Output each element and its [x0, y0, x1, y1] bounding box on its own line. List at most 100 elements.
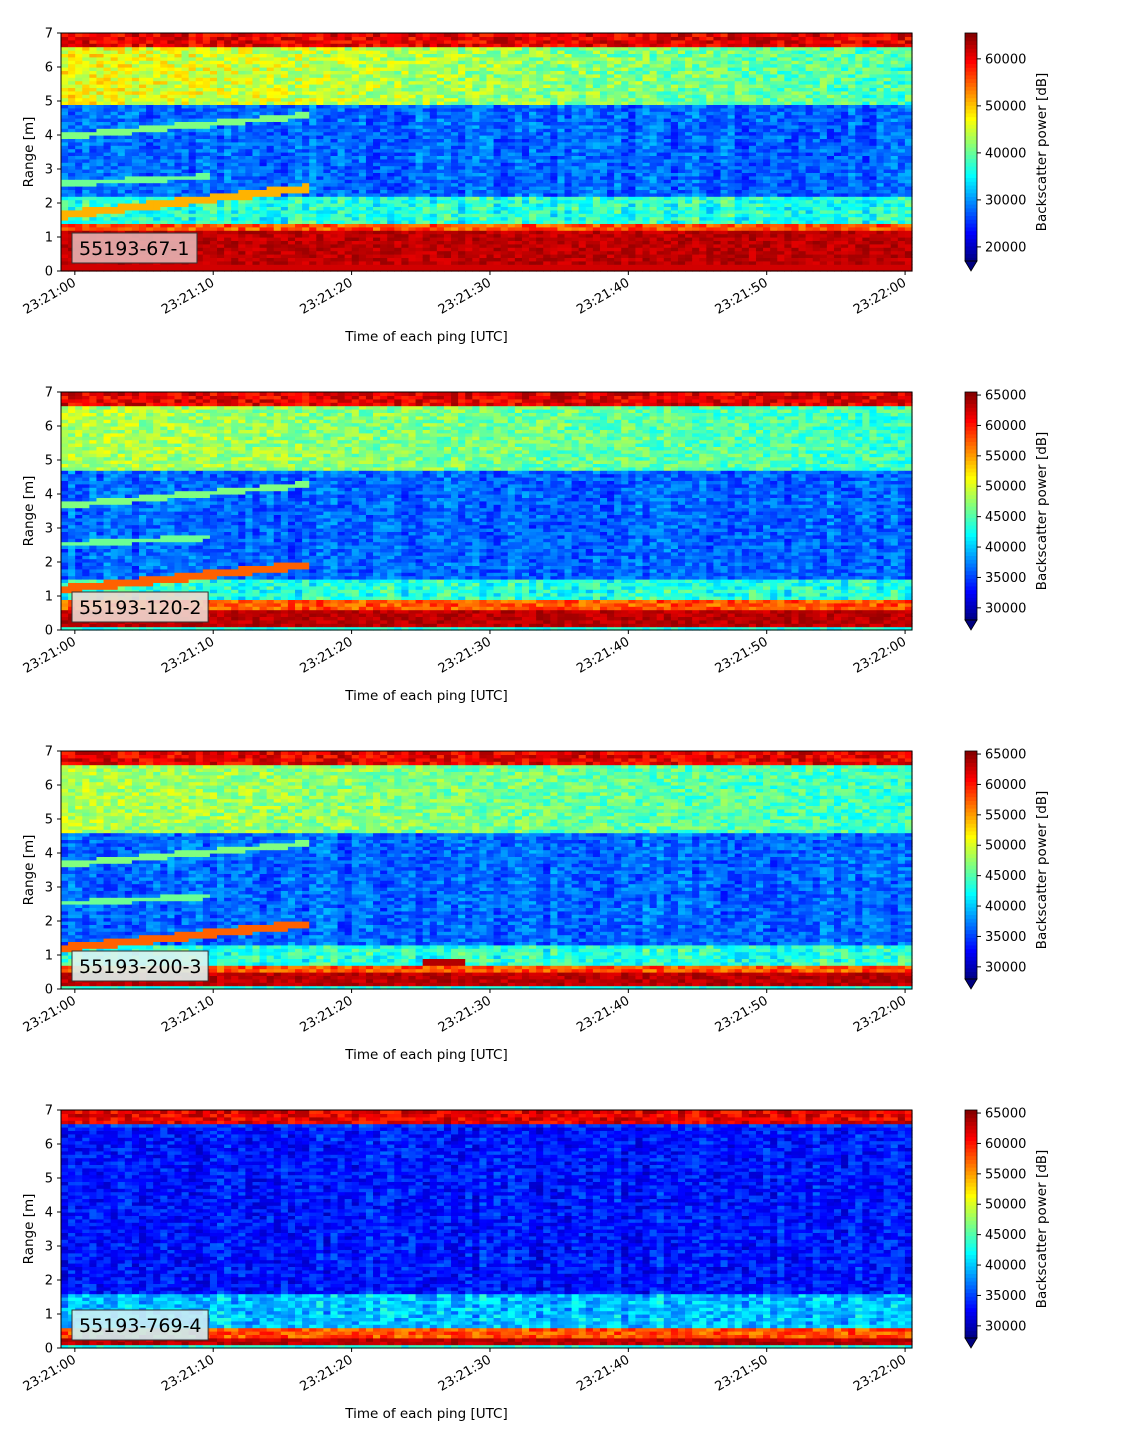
heatmap-cell	[260, 33, 268, 37]
heatmap-cell	[174, 176, 182, 180]
heatmap-cell	[437, 234, 445, 238]
heatmap-cell	[231, 193, 239, 197]
heatmap-cell	[96, 176, 104, 180]
heatmap-cell	[274, 176, 282, 180]
heatmap-cell	[252, 264, 260, 268]
heatmap-cell	[472, 244, 480, 248]
heatmap-cell	[203, 142, 211, 146]
heatmap-cell	[68, 33, 76, 37]
heatmap-cell	[196, 183, 204, 187]
heatmap-cell	[82, 159, 90, 163]
heatmap-cell	[501, 166, 509, 170]
heatmap-cell	[153, 264, 161, 268]
heatmap-cell	[323, 251, 331, 255]
heatmap-cell	[210, 142, 218, 146]
heatmap-cell	[68, 132, 76, 136]
heatmap-cell	[75, 183, 83, 187]
heatmap-cell	[104, 217, 112, 221]
heatmap-cell	[366, 33, 374, 37]
heatmap-cell	[252, 142, 260, 146]
heatmap-cell	[295, 264, 303, 268]
heatmap-cell	[260, 132, 268, 136]
heatmap-cell	[231, 217, 239, 221]
heatmap-cell	[89, 217, 97, 221]
heatmap-cell	[423, 183, 431, 187]
heatmap-cell	[288, 210, 296, 214]
heatmap-cell	[252, 33, 260, 37]
heatmap-cell	[111, 200, 119, 204]
heatmap-cell	[146, 200, 154, 204]
heatmap-cell	[338, 200, 346, 204]
heatmap-cell	[366, 210, 374, 214]
heatmap-cell	[146, 227, 154, 231]
heatmap-cell	[352, 217, 360, 221]
heatmap-cell	[338, 193, 346, 197]
heatmap-cell	[366, 234, 374, 238]
heatmap-cell	[366, 166, 374, 170]
heatmap-cell	[437, 149, 445, 153]
heatmap-cell	[238, 166, 246, 170]
heatmap-cell	[196, 217, 204, 221]
heatmap-cell	[316, 176, 324, 180]
heatmap-cell	[479, 142, 487, 146]
heatmap-cell	[288, 251, 296, 255]
heatmap-cell	[416, 183, 424, 187]
heatmap-cell	[267, 142, 275, 146]
heatmap-cell	[359, 183, 367, 187]
heatmap-cell	[153, 142, 161, 146]
heatmap-cell	[125, 149, 133, 153]
heatmap-cell	[430, 227, 438, 231]
heatmap-cell	[458, 210, 466, 214]
heatmap-cell	[139, 132, 147, 136]
heatmap-cell	[61, 166, 69, 170]
heatmap-cell	[401, 159, 409, 163]
heatmap-cell	[245, 149, 253, 153]
heatmap-cell	[182, 142, 190, 146]
heatmap-cell	[245, 200, 253, 204]
heatmap-cell	[231, 264, 239, 268]
heatmap-cell	[345, 193, 353, 197]
heatmap-cell	[245, 142, 253, 146]
heatmap-cell	[132, 227, 140, 231]
heatmap-cell	[217, 166, 225, 170]
heatmap-cell	[139, 264, 147, 268]
heatmap-cell	[260, 244, 268, 248]
heatmap-cell	[182, 193, 190, 197]
heatmap-cell	[238, 251, 246, 255]
heatmap-cell	[309, 33, 317, 37]
heatmap-cell	[252, 251, 260, 255]
heatmap-cell	[139, 142, 147, 146]
heatmap-cell	[494, 142, 502, 146]
heatmap-cell	[451, 33, 459, 37]
heatmap-cell	[501, 217, 509, 221]
heatmap-cell	[82, 132, 90, 136]
heatmap-cell	[61, 149, 69, 153]
heatmap-cell	[380, 183, 388, 187]
heatmap-cell	[373, 227, 381, 231]
heatmap-cell	[366, 227, 374, 231]
heatmap-cell	[501, 264, 509, 268]
heatmap-cell	[451, 251, 459, 255]
heatmap-cell	[423, 251, 431, 255]
heatmap-cell	[61, 244, 69, 248]
heatmap-cell	[224, 210, 232, 214]
heatmap-cell	[111, 132, 119, 136]
heatmap-panel-1: 0123456723:21:00 23:21:10 23:21:20 23:21:30…	[21, 27, 1050, 346]
heatmap-cell	[295, 132, 303, 136]
heatmap-cell	[196, 193, 204, 197]
heatmap-cell	[174, 166, 182, 170]
heatmap-cell	[345, 210, 353, 214]
heatmap-cell	[68, 227, 76, 231]
heatmap-cell	[416, 193, 424, 197]
heatmap-cell	[309, 200, 317, 204]
heatmap-cell	[104, 166, 112, 170]
heatmap-cell	[132, 176, 140, 180]
heatmap-cell	[210, 244, 218, 248]
heatmap-cell	[394, 183, 402, 187]
heatmap-cell	[153, 149, 161, 153]
heatmap-cell	[394, 132, 402, 136]
heatmap-cell	[352, 234, 360, 238]
heatmap-cell	[210, 193, 218, 197]
heatmap-cell	[487, 33, 495, 37]
heatmap-cell	[267, 200, 275, 204]
